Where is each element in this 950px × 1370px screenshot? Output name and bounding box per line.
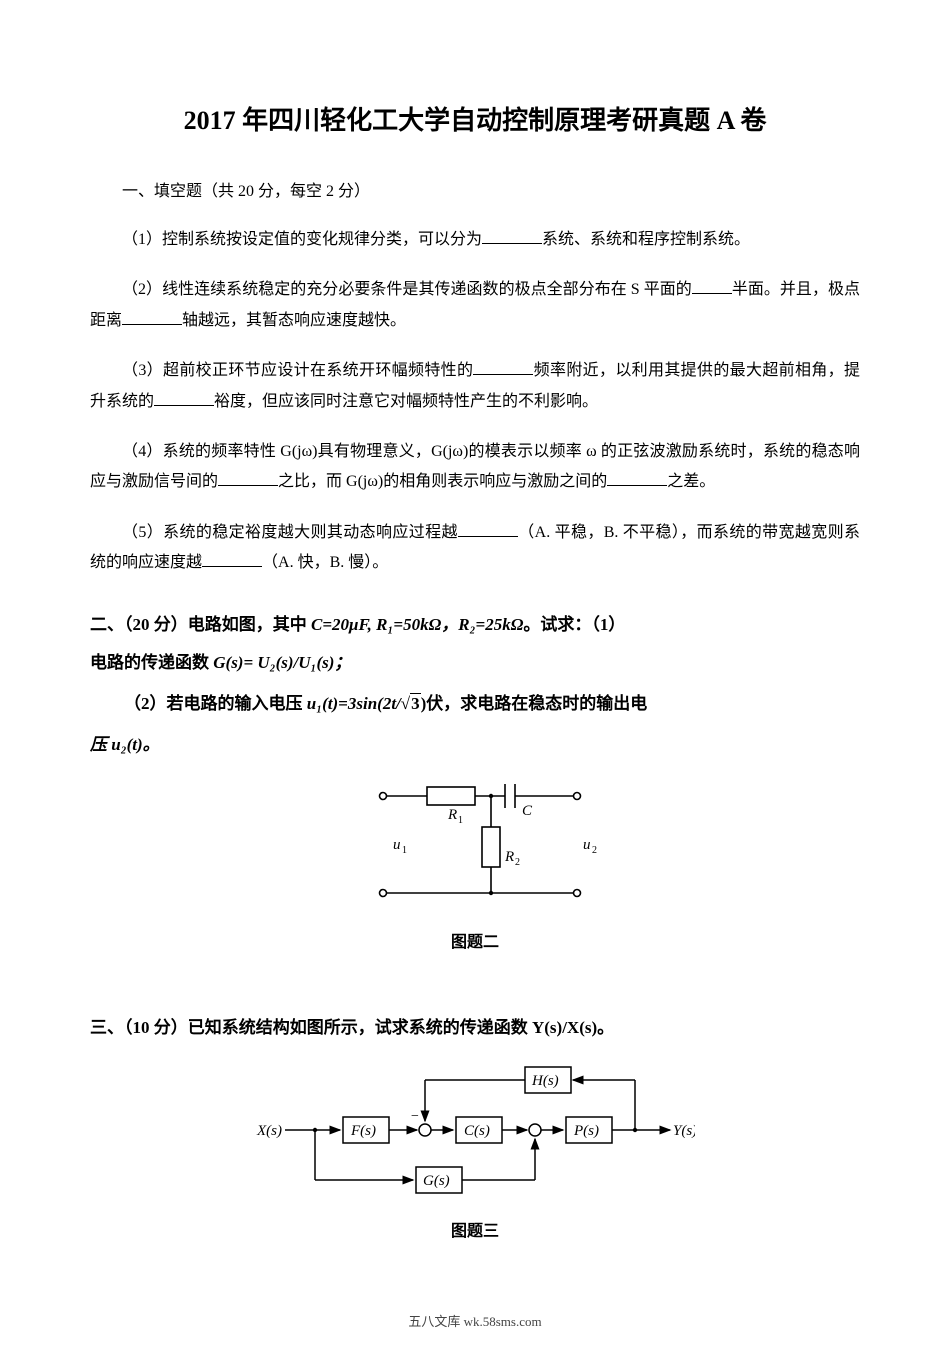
label-R1: R	[447, 807, 457, 823]
figure2-caption: 图题二	[90, 928, 860, 952]
q5-text-c: （A. 快，B. 慢）。	[262, 554, 388, 571]
label-u2-sub: 2	[592, 845, 597, 856]
s2-l3-a: （2）若电路的输入电压	[124, 694, 307, 713]
blank	[122, 308, 182, 325]
question-5: （5）系统的稳定裕度越大则其动态响应过程越（A. 平稳，B. 不平稳），而系统的…	[90, 518, 860, 579]
q1-text-a: （1）控制系统按设定值的变化规律分类，可以分为	[122, 231, 482, 248]
blank	[607, 469, 667, 486]
label-Cb: C(s)	[464, 1123, 490, 1139]
label-H: H(s)	[531, 1073, 559, 1089]
label-R2-sub: 2	[515, 857, 520, 868]
s2-l2-a: 电路的传递函数	[90, 653, 213, 672]
s2-l2-math: G(s)= U₂(s)/U₁(s)；	[213, 653, 351, 672]
label-P: P(s)	[573, 1123, 599, 1139]
s2-l4: 压 u₂(t)。	[90, 735, 160, 754]
s3-l1: 三、（10 分）已知系统结构如图所示，试求系统的传递函数 Y(s)/X(s)。	[90, 1018, 614, 1037]
q2-text-a: （2）线性连续系统稳定的充分必要条件是其传递函数的极点全部分布在 S 平面的	[122, 281, 692, 298]
section-one-intro: 一、填空题（共 20 分，每空 2 分）	[90, 177, 860, 201]
blank	[218, 469, 278, 486]
blank	[473, 358, 533, 375]
label-C: C	[522, 803, 533, 819]
circuit-figure: R 1 C R 2 u 1 u 2 图题二	[90, 771, 860, 952]
section-two-line1: 二、（20 分）电路如图，其中 C=20μF, R₁=50kΩ，R₂=25kΩ。…	[90, 609, 860, 641]
page-footer: 五八文库 wk.58sms.com	[90, 1311, 860, 1330]
label-u2: u	[583, 837, 591, 853]
blank	[202, 550, 262, 567]
q3-text-a: （3）超前校正环节应设计在系统开环幅频特性的	[122, 362, 473, 379]
label-u1-sub: 1	[402, 845, 407, 856]
section-two-line3: （2）若电路的输入电压 u₁(t)=3sin(2t/√3)伏，求电路在稳态时的输…	[90, 685, 860, 722]
s2-l3-math-a: u₁(t)=3sin(2t/	[307, 694, 401, 713]
exam-page: 2017 年四川轻化工大学自动控制原理考研真题 A 卷 一、填空题（共 20 分…	[0, 0, 950, 1370]
q1-text-b: 系统、系统和程序控制系统。	[542, 231, 750, 248]
section-two-line4: 压 u₂(t)。	[90, 729, 860, 761]
block-diagram-figure: − X(s) F(s) C(s) P(s) H(s) G(s) Y(s) 图题三	[90, 1050, 860, 1241]
q3-text-c: 裕度，但应该同时注意它对幅频特性产生的不利影响。	[214, 393, 598, 410]
s2-l1-math: C=20μF, R₁=50kΩ，R₂=25kΩ	[311, 615, 523, 634]
sqrt3-icon: √3	[401, 694, 421, 713]
label-G: G(s)	[423, 1173, 450, 1189]
s2-l1-b: 。试求：（1）	[523, 615, 625, 634]
section-three-line1: 三、（10 分）已知系统结构如图所示，试求系统的传递函数 Y(s)/X(s)。	[90, 1012, 860, 1044]
q5-text-a: （5）系统的稳定裕度越大则其动态响应过程越	[122, 524, 458, 541]
question-1: （1）控制系统按设定值的变化规律分类，可以分为 系统、系统和程序控制系统。	[90, 225, 860, 255]
blank	[692, 277, 732, 294]
q4-text-b: 之比，而 G(jω)的相角则表示响应与激励之间的	[278, 473, 607, 490]
question-2: （2）线性连续系统稳定的充分必要条件是其传递函数的极点全部分布在 S 平面的半面…	[90, 275, 860, 336]
blank	[458, 520, 518, 537]
label-R1-sub: 1	[458, 815, 463, 826]
question-3: （3）超前校正环节应设计在系统开环幅频特性的频率附近，以利用其提供的最大超前相角…	[90, 356, 860, 417]
label-F: F(s)	[350, 1123, 376, 1139]
q2-text-c: 轴越远，其暂态响应速度越快。	[182, 312, 406, 329]
question-4: （4）系统的频率特性 G(jω)具有物理意义，G(jω)的模表示以频率 ω 的正…	[90, 437, 860, 498]
label-X: X(s)	[256, 1123, 282, 1139]
blank	[154, 389, 214, 406]
figure3-caption: 图题三	[90, 1217, 860, 1241]
label-R2: R	[504, 849, 514, 865]
label-u1: u	[393, 837, 401, 853]
blank	[482, 227, 542, 244]
minus-sign: −	[411, 1109, 419, 1124]
block-diagram-svg: − X(s) F(s) C(s) P(s) H(s) G(s) Y(s)	[255, 1050, 695, 1210]
page-title: 2017 年四川轻化工大学自动控制原理考研真题 A 卷	[90, 100, 860, 137]
section-two-line2: 电路的传递函数 G(s)= U₂(s)/U₁(s)；	[90, 647, 860, 679]
s2-l1-a: 二、（20 分）电路如图，其中	[90, 615, 311, 634]
label-Y: Y(s)	[673, 1123, 695, 1139]
s2-l3-math-b: )伏，求电路在稳态时的输出电	[421, 694, 648, 713]
q4-text-c: 之差。	[667, 473, 715, 490]
circuit-svg: R 1 C R 2 u 1 u 2	[325, 771, 625, 921]
